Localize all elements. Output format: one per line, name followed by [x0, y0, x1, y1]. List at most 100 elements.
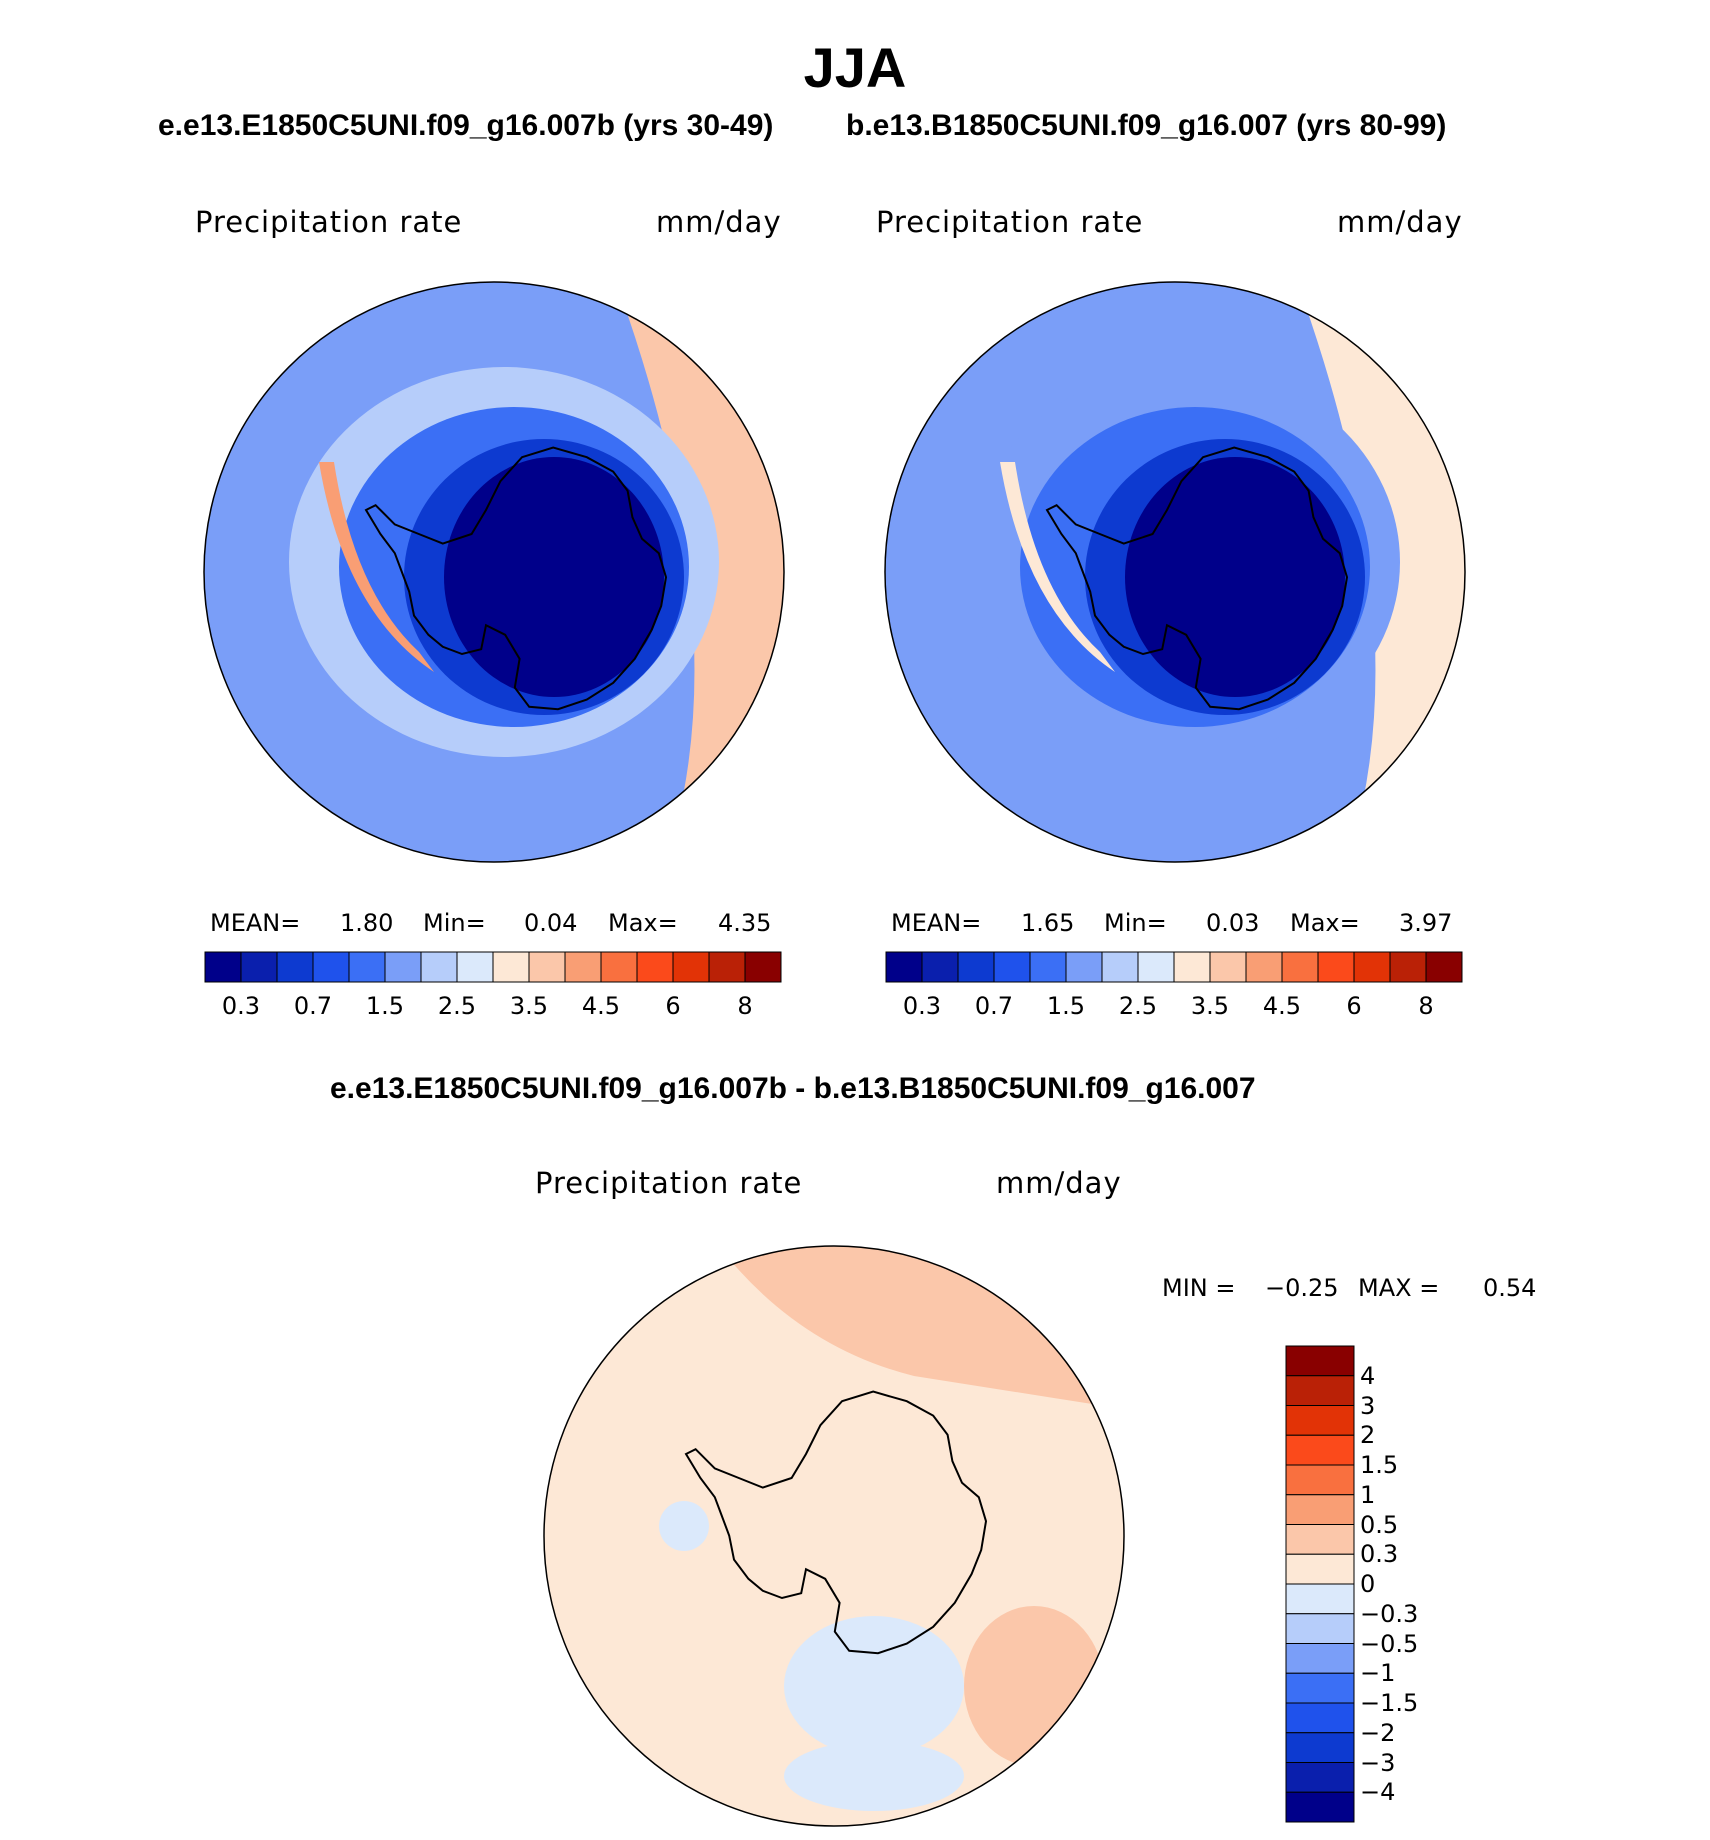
colorbar-swatch	[1317, 951, 1355, 983]
colorbar-swatch	[384, 951, 422, 983]
colorbar-swatch	[240, 951, 278, 983]
panel3-map	[543, 1245, 1125, 1827]
map-border	[203, 281, 785, 863]
colorbar-swatch	[1285, 1553, 1355, 1585]
panel2-min-value: 0.03	[1206, 909, 1260, 937]
panel3-min-value: −0.25	[1265, 1274, 1339, 1302]
colorbar-swatch	[1285, 1702, 1355, 1734]
panel2-max-label: Max=	[1290, 909, 1360, 937]
colorbar-tick-label: 0.3	[1360, 1540, 1399, 1569]
panel2-max-value: 3.97	[1399, 909, 1453, 937]
colorbar-swatch	[636, 951, 674, 983]
panel1-min-label: Min=	[423, 909, 486, 937]
panel2-map	[884, 281, 1466, 863]
colorbar-swatch	[1285, 1791, 1355, 1823]
colorbar-swatch	[672, 951, 710, 983]
colorbar-tick-label: 8	[1418, 992, 1434, 1020]
colorbar-tick-label: 1.5	[365, 992, 405, 1020]
panel1-mean-value: 1.80	[340, 909, 394, 937]
panel3-variable-label: Precipitation rate	[535, 1166, 803, 1200]
case1-subtitle: e.e13.E1850C5UNI.f09_g16.007b (yrs 30-49…	[158, 109, 774, 142]
region-peninsula-west	[319, 462, 434, 672]
colorbar-tick-label: −0.3	[1360, 1599, 1419, 1628]
panel1-variable-label: Precipitation rate	[195, 205, 463, 239]
colorbar-swatch	[1285, 1613, 1355, 1644]
colorbar-swatch	[348, 951, 386, 983]
colorbar-tick-label: 0.3	[902, 992, 942, 1020]
panel2-mean-label: MEAN=	[891, 909, 982, 937]
colorbar-swatch	[204, 951, 242, 983]
colorbar-swatch	[1101, 951, 1139, 983]
panel1-colorbar	[204, 951, 782, 983]
colorbar-swatch	[1285, 1762, 1355, 1793]
colorbar-swatch	[1285, 1375, 1355, 1406]
colorbar-swatch	[1065, 951, 1103, 983]
region-negative-peninsula	[659, 1501, 709, 1551]
panel2-min-label: Min=	[1104, 909, 1167, 937]
colorbar-tick-label: 0.3	[221, 992, 261, 1020]
colorbar-tick-label: 1.5	[1046, 992, 1086, 1020]
map-border	[543, 1245, 1125, 1827]
colorbar-swatch	[1285, 1732, 1355, 1763]
panel2-mean-value: 1.65	[1021, 909, 1075, 937]
colorbar-swatch	[1173, 951, 1211, 983]
colorbar-swatch	[1425, 951, 1463, 983]
colorbar-swatch	[1285, 1524, 1355, 1555]
region-negative-south	[784, 1741, 964, 1811]
colorbar-tick-label: 3.5	[509, 992, 549, 1020]
diff-subtitle: e.e13.E1850C5UNI.f09_g16.007b - b.e13.B1…	[330, 1072, 1256, 1105]
colorbar-swatch	[1209, 951, 1247, 983]
panel2-variable-label: Precipitation rate	[876, 205, 1144, 239]
panel2-units-label: mm/day	[1337, 205, 1463, 239]
colorbar-tick-label: 8	[737, 992, 753, 1020]
colorbar-swatch	[420, 951, 458, 983]
colorbar-tick-label: −3	[1360, 1748, 1396, 1777]
colorbar-swatch	[1245, 951, 1283, 983]
colorbar-swatch	[1281, 951, 1319, 983]
panel3-units-label: mm/day	[996, 1166, 1122, 1200]
antarctica-coastline	[364, 446, 668, 711]
panel2-colorbar	[885, 951, 1463, 983]
colorbar-tick-label: −1.5	[1360, 1689, 1419, 1717]
colorbar-tick-label: 4.5	[1262, 992, 1302, 1020]
colorbar-swatch	[1285, 1583, 1355, 1615]
panel1-map	[203, 281, 785, 863]
colorbar-tick-label: 2	[1360, 1421, 1376, 1450]
colorbar-swatch	[564, 951, 602, 983]
panel1-max-label: Max=	[608, 909, 678, 937]
colorbar-tick-label: 1.5	[1360, 1451, 1399, 1479]
colorbar-swatch	[885, 951, 923, 983]
colorbar-tick-label: 1	[1360, 1480, 1376, 1509]
colorbar-swatch	[1285, 1672, 1355, 1704]
region-interior	[1125, 457, 1345, 697]
colorbar-swatch	[1285, 1464, 1355, 1496]
colorbar-swatch	[921, 951, 959, 983]
colorbar-swatch	[1389, 951, 1427, 983]
region-negative-ross	[784, 1616, 964, 1756]
colorbar-swatch	[1285, 1434, 1355, 1466]
colorbar-tick-label: 0.7	[974, 992, 1014, 1020]
panel3-min-label: MIN =	[1162, 1274, 1236, 1302]
colorbar-swatch	[528, 951, 566, 983]
colorbar-tick-label: 0.5	[1360, 1510, 1399, 1539]
colorbar-swatch	[600, 951, 638, 983]
colorbar-tick-label: 6	[665, 992, 681, 1020]
colorbar-swatch	[276, 951, 314, 983]
region-interior	[444, 457, 664, 697]
colorbar-tick-label: 6	[1346, 992, 1362, 1020]
colorbar-tick-label: −4	[1360, 1778, 1396, 1807]
colorbar-swatch	[492, 951, 530, 983]
colorbar-swatch	[1285, 1345, 1355, 1377]
colorbar-swatch	[744, 951, 782, 983]
antarctica-coastline	[684, 1390, 988, 1655]
colorbar-tick-label: 2.5	[1118, 992, 1158, 1020]
region-peninsula-west	[1000, 462, 1115, 672]
colorbar-swatch	[1029, 951, 1067, 983]
panel3-max-label: MAX =	[1358, 1274, 1440, 1302]
colorbar-tick-label: 0	[1360, 1570, 1376, 1598]
case2-subtitle: b.e13.B1850C5UNI.f09_g16.007 (yrs 80-99)	[846, 109, 1447, 142]
colorbar-swatch	[312, 951, 350, 983]
panel1-min-value: 0.04	[524, 909, 578, 937]
panel3-max-value: 0.54	[1483, 1274, 1537, 1302]
colorbar-swatch	[456, 951, 494, 983]
